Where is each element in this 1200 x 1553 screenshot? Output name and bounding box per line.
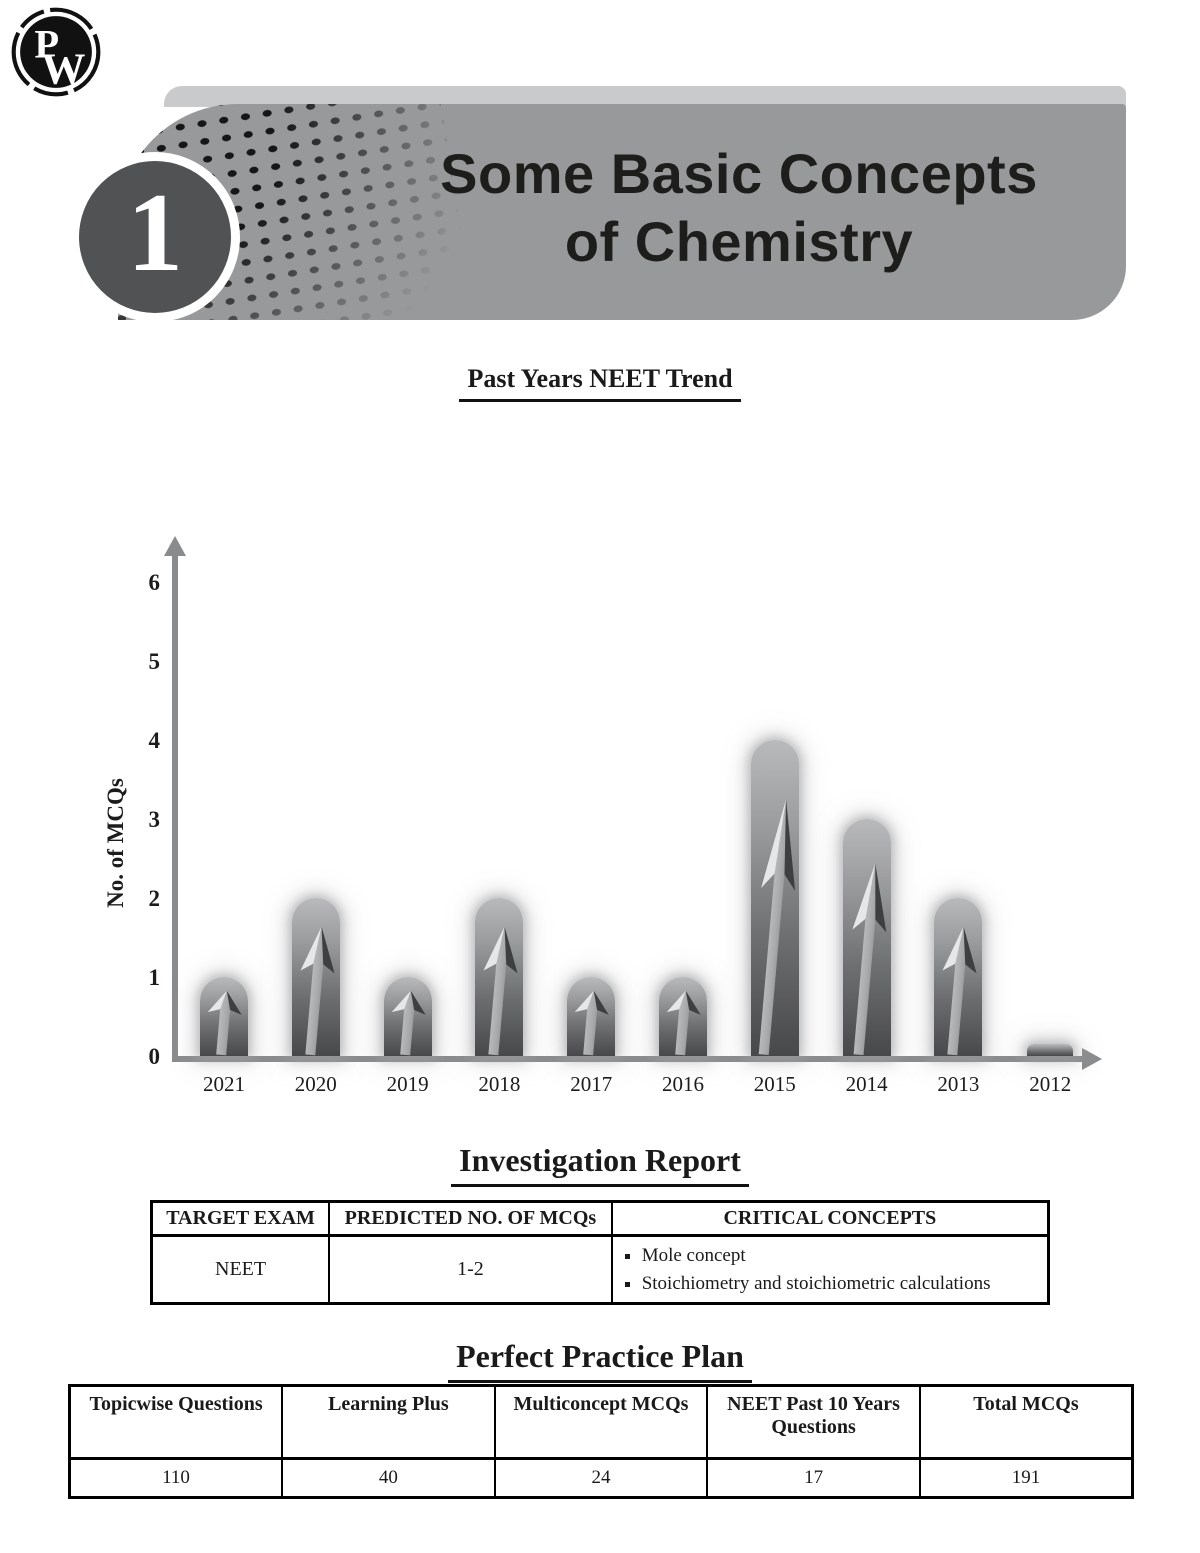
neet-past10-value: 17 — [706, 1457, 921, 1499]
x-category-label: 2016 — [662, 1072, 704, 1096]
critical-concepts-cell: Mole concept Stoichiometry and stoichiom… — [610, 1234, 1050, 1305]
chapter-number: 1 — [127, 171, 183, 295]
y-axis-title: No. of MCQs — [103, 778, 128, 908]
x-axis-arrow-icon — [1082, 1048, 1102, 1070]
x-axis — [172, 1056, 1082, 1062]
y-tick-label: 0 — [148, 1044, 161, 1069]
chart-bar — [750, 740, 799, 1056]
chapter-title-line2: of Chemistry — [564, 210, 914, 274]
table-row: NEET 1-2 Mole concept Stoichiometry and … — [150, 1234, 1050, 1305]
bar-arrow-icon — [391, 990, 426, 1056]
x-category-label: 2013 — [937, 1072, 980, 1096]
col-topicwise: Topicwise Questions — [68, 1384, 284, 1460]
chart-bar — [567, 977, 616, 1056]
logo-letter-p: P — [34, 22, 59, 67]
table-header-row: Topicwise Questions Learning Plus Multic… — [68, 1384, 1134, 1460]
chart-bar — [200, 977, 248, 1056]
y-tick-label: 6 — [148, 570, 161, 595]
bar-arrow-icon — [300, 926, 335, 1056]
concept-item: Stoichiometry and stoichiometric calcula… — [642, 1270, 1046, 1298]
chapter-number-badge: 1 — [70, 152, 240, 322]
practice-heading: Perfect Practice Plan — [0, 1338, 1200, 1383]
bar-arrow-icon — [207, 990, 242, 1056]
target-exam-value: NEET — [150, 1234, 331, 1305]
col-critical-concepts: CRITICAL CONCEPTS — [610, 1200, 1050, 1237]
total-mcqs-value: 191 — [918, 1457, 1134, 1499]
bar-arrow-icon — [484, 926, 518, 1056]
col-neet-past10: NEET Past 10 Years Questions — [706, 1384, 921, 1460]
x-category-label: 2020 — [294, 1072, 337, 1096]
y-tick-label: 3 — [148, 807, 161, 832]
y-tick-label: 5 — [148, 649, 161, 674]
investigation-heading: Investigation Report — [0, 1142, 1200, 1187]
col-target-exam: TARGET EXAM — [150, 1200, 331, 1237]
investigation-table: TARGET EXAM PREDICTED NO. OF MCQs CRITIC… — [150, 1200, 1050, 1306]
banner-top-strip — [164, 86, 1126, 107]
chapter-title: Some Basic Concepts of Chemistry — [368, 140, 1110, 277]
table-row: 110 40 24 17 191 — [68, 1457, 1134, 1499]
banner-body: Some Basic Concepts of Chemistry — [118, 104, 1126, 320]
bar-arrow-icon — [575, 990, 609, 1056]
topicwise-value: 110 — [68, 1457, 284, 1499]
y-tick-label: 2 — [148, 886, 161, 911]
bar-arrow-icon — [758, 799, 795, 1055]
chart-bar — [842, 819, 891, 1056]
y-tick-label: 4 — [148, 728, 161, 753]
chapter-banner: Some Basic Concepts of Chemistry — [118, 86, 1126, 320]
logo-letter-w: W — [41, 44, 85, 93]
chapter-title-line1: Some Basic Concepts — [440, 142, 1038, 205]
concept-item: Mole concept — [642, 1242, 1046, 1270]
x-category-label: 2017 — [570, 1072, 613, 1096]
chart-bar — [475, 898, 524, 1056]
y-tick-label: 1 — [148, 965, 161, 990]
x-category-label: 2012 — [1029, 1072, 1072, 1096]
chart-bar — [383, 977, 432, 1056]
x-category-label: 2018 — [478, 1072, 521, 1096]
practice-plan-table: Topicwise Questions Learning Plus Multic… — [68, 1384, 1134, 1499]
col-learning-plus: Learning Plus — [281, 1384, 496, 1460]
x-category-label: 2015 — [753, 1072, 796, 1096]
bar-arrow-icon — [852, 863, 886, 1056]
pw-logo-icon: P W — [11, 7, 101, 97]
predicted-mcqs-value: 1-2 — [328, 1234, 613, 1305]
col-multiconcept: Multiconcept MCQs — [493, 1384, 709, 1460]
col-predicted-mcqs: PREDICTED NO. OF MCQs — [328, 1200, 613, 1237]
y-axis-arrow-icon — [164, 536, 186, 556]
col-total-mcqs: Total MCQs — [918, 1384, 1134, 1460]
chart-bar — [291, 898, 340, 1056]
trend-heading: Past Years NEET Trend — [0, 364, 1200, 402]
x-category-label: 2019 — [386, 1072, 429, 1096]
learning-plus-value: 40 — [281, 1457, 496, 1499]
bar-arrow-icon — [943, 926, 977, 1056]
concepts-list: Mole concept Stoichiometry and stoichiom… — [624, 1242, 1046, 1297]
chart-bar-stub — [1027, 1044, 1074, 1056]
table-header-row: TARGET EXAM PREDICTED NO. OF MCQs CRITIC… — [150, 1200, 1050, 1237]
bar-arrow-icon — [666, 990, 701, 1056]
x-category-label: 2014 — [845, 1072, 888, 1096]
chart-bar — [659, 977, 707, 1056]
y-axis — [172, 552, 178, 1062]
chart-bar — [934, 898, 983, 1056]
x-category-label: 2021 — [203, 1072, 245, 1096]
multiconcept-value: 24 — [493, 1457, 709, 1499]
